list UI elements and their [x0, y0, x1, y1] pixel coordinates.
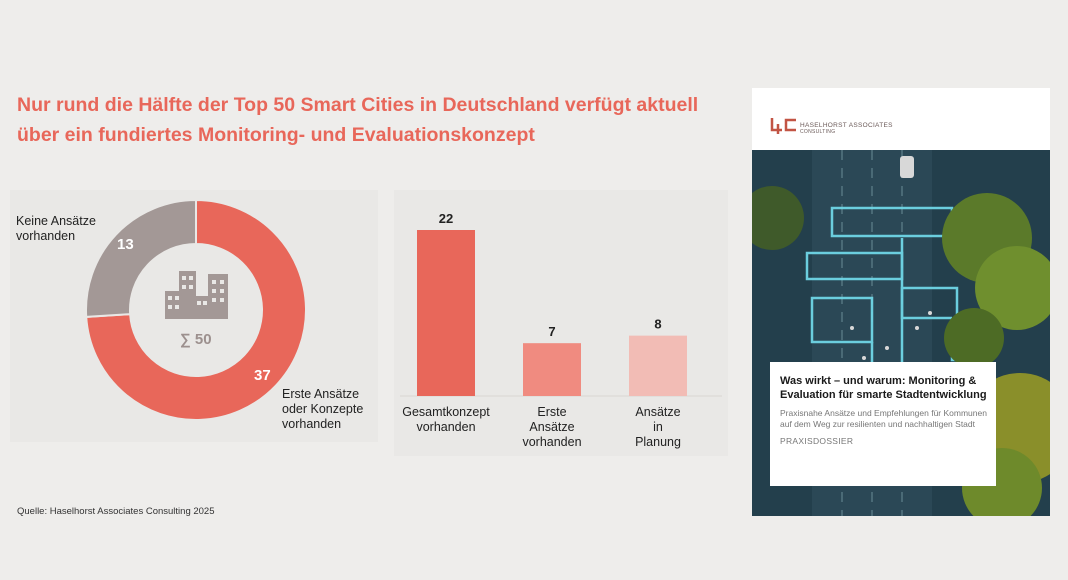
cover-title: Was wirkt – und warum: Monitoring & Eval…	[780, 375, 987, 401]
bar-chart: 22Gesamtkonzeptvorhanden7ErsteAnsätzevor…	[400, 211, 722, 449]
slice-value-erste: 37	[254, 367, 271, 384]
slice-label-erste: Erste Ansätze oder Konzepte vorhanden	[282, 387, 364, 431]
bar-value-label-gesamtkonzept: 22	[439, 211, 453, 226]
cover-header: HASELHORST ASSOCIATES CONSULTING	[752, 88, 1050, 150]
bar-value-label-in-planung: 8	[654, 317, 661, 332]
bar-erste-ansaetze	[523, 343, 581, 396]
bar-category-label-in-planung-line1: Ansätze	[635, 405, 680, 419]
haselhorst-logo-icon	[770, 118, 796, 134]
cover-subtitle: Praxisnahe Ansätze und Empfehlungen für …	[780, 408, 987, 429]
source-note: Quelle: Haselhorst Associates Consulting…	[17, 506, 215, 517]
donut-chart-panel: 13 37 ∑ 50 Keine Ansätze vorhanden Erste…	[10, 190, 378, 442]
cover-text-box: Was wirkt – und warum: Monitoring & Eval…	[770, 362, 996, 486]
donut-slice-keine	[85, 198, 197, 318]
logo-line-2: CONSULTING	[800, 129, 836, 135]
bar-category-label-erste-ansaetze-line3: vorhanden	[522, 435, 581, 449]
publication-cover[interactable]: HASELHORST ASSOCIATES CONSULTING Was wir…	[752, 88, 1050, 516]
bar-category-label-gesamtkonzept-line1: Gesamtkonzept	[402, 405, 490, 419]
city-buildings-icon	[165, 271, 228, 319]
bar-in-planung	[629, 335, 687, 396]
slice-label-keine: Keine Ansätze vorhanden	[16, 214, 96, 243]
slice-value-keine: 13	[117, 236, 134, 253]
logo-text: HASELHORST ASSOCIATES CONSULTING	[800, 122, 893, 136]
cover-tag: PRAXISDOSSIER	[780, 436, 854, 446]
logo-line-1: HASELHORST ASSOCIATES	[800, 122, 893, 129]
bar-category-label-erste-ansaetze-line2: Ansätze	[529, 420, 574, 434]
donut-slice-erste	[85, 198, 307, 421]
bar-value-label-erste-ansaetze: 7	[548, 324, 555, 339]
bar-category-label-in-planung-line3: Planung	[635, 435, 681, 449]
bar-category-label-in-planung-line2: in	[653, 420, 663, 434]
bar-category-label-gesamtkonzept-line2: vorhanden	[416, 420, 475, 434]
bar-category-label-erste-ansaetze-line1: Erste	[537, 405, 566, 419]
page-title: Nur rund die Hälfte der Top 50 Smart Cit…	[17, 94, 699, 146]
donut-chart	[85, 198, 307, 421]
donut-center-label: ∑ 50	[180, 331, 212, 348]
bar-chart-panel: 22 Gesamtkonzept vorhanden 7 Erste Ansätze vor…	[394, 190, 728, 456]
bar-gesamtkonzept	[417, 230, 475, 396]
